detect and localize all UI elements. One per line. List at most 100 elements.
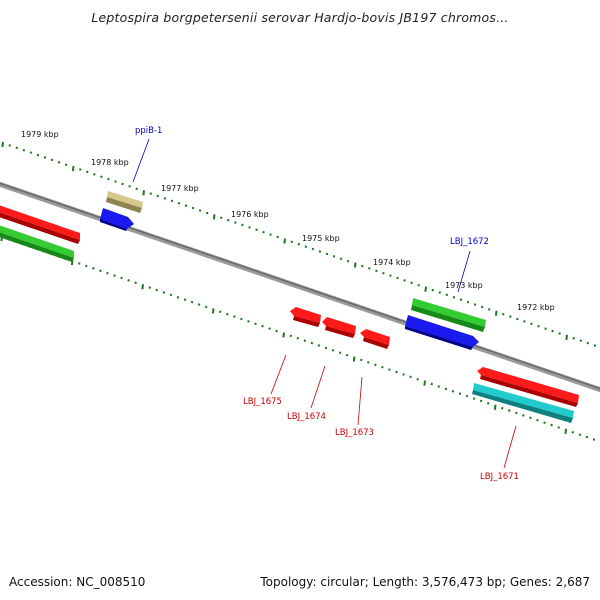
minor-tick [431,288,435,292]
minor-tick [289,334,293,338]
minor-tick [543,421,546,424]
minor-tick [586,341,590,345]
map-title: Leptospira borgpetersenii serovar Hardjo… [91,10,509,25]
kbp-label: 1972 kbp [517,303,555,312]
minor-tick [86,170,89,174]
minor-tick [318,250,322,253]
minor-tick [324,346,328,350]
minor-tick [227,218,230,222]
minor-tick [205,211,209,215]
minor-tick [155,288,159,292]
minor-tick [592,438,596,441]
minor-tick [276,235,279,239]
ruler-lower-ticks [0,235,596,441]
minor-tick [8,144,12,147]
minor-tick [254,322,257,326]
minor-tick [268,327,271,330]
minor-tick [148,286,152,289]
gene-label-lbj-1674[interactable]: LBJ_1674 [287,412,326,422]
major-tick [282,332,285,338]
minor-tick [93,173,96,176]
gene-bar[interactable] [411,298,486,332]
minor-tick [550,423,553,427]
kbp-label: 1978 kbp [91,158,129,167]
gene-bar[interactable] [472,383,574,423]
gene-arrow[interactable] [290,307,321,327]
minor-tick [100,175,103,179]
minor-tick [458,392,462,396]
major-tick [212,214,216,220]
gene-arrow[interactable] [360,329,390,349]
gene-arrow[interactable] [100,208,134,231]
kbp-label: 1976 kbp [231,210,269,219]
minor-tick [438,291,442,294]
minor-tick [368,267,371,270]
gene-bar[interactable] [0,202,80,244]
minor-tick [444,387,448,391]
minor-tick [522,414,525,417]
minor-tick [430,382,434,386]
gene-arrow[interactable] [322,317,356,338]
gene-leader-line [357,376,363,426]
minor-tick [437,385,441,388]
minor-tick [156,194,160,198]
gene-arrow[interactable] [405,315,479,350]
minor-tick [114,180,117,183]
gene-label-lbj-1672[interactable]: LBJ_1672 [450,237,489,247]
minor-tick [29,151,33,154]
minor-tick [558,332,561,335]
minor-tick [409,375,412,379]
minor-tick [113,274,116,277]
gene-label-lbj-1675[interactable]: LBJ_1675 [243,397,282,407]
major-tick [211,308,215,314]
minor-tick [163,197,167,200]
minor-tick [536,418,539,422]
minor-tick [338,351,342,355]
minor-tick [551,329,554,333]
minor-tick [593,344,597,347]
gene-bar[interactable] [106,191,143,213]
minor-tick [290,240,294,244]
chromosome-backbone [0,181,600,393]
gene-leader-line [457,250,471,293]
minor-tick [304,245,308,248]
minor-tick [190,300,194,304]
minor-tick [240,317,243,321]
accession-text: Accession: NC_008510 [9,575,146,589]
minor-tick [120,276,123,280]
minor-tick [417,283,420,287]
minor-tick [92,267,95,270]
minor-tick [121,182,124,186]
major-tick [353,262,357,268]
gene-label-lbj-1671[interactable]: LBJ_1671 [480,472,519,482]
minor-tick [579,339,583,342]
minor-tick [303,339,307,342]
minor-tick [339,257,343,261]
minor-tick [465,394,469,398]
minor-tick [128,185,131,188]
minor-tick [486,402,490,405]
minor-tick [77,262,81,265]
minor-tick [331,349,335,352]
minor-tick [403,279,406,282]
gene-label-lbj-1673[interactable]: LBJ_1673 [335,428,374,438]
minor-tick [451,390,455,393]
minor-tick [500,406,504,410]
minor-tick [508,409,511,412]
minor-tick [459,298,463,302]
minor-tick [247,320,250,323]
minor-tick [585,435,589,439]
gene-label-ppib-1[interactable]: ppiB-1 [135,126,162,136]
minor-tick [396,276,399,280]
major-tick [423,380,426,386]
minor-tick [255,228,258,232]
minor-tick [36,153,40,157]
minor-tick [106,271,109,275]
gene-arrow[interactable] [477,367,579,407]
minor-tick [480,305,484,309]
minor-tick [64,163,68,166]
gene-bar[interactable] [0,222,74,262]
minor-tick [317,344,321,347]
minor-tick [269,233,272,236]
